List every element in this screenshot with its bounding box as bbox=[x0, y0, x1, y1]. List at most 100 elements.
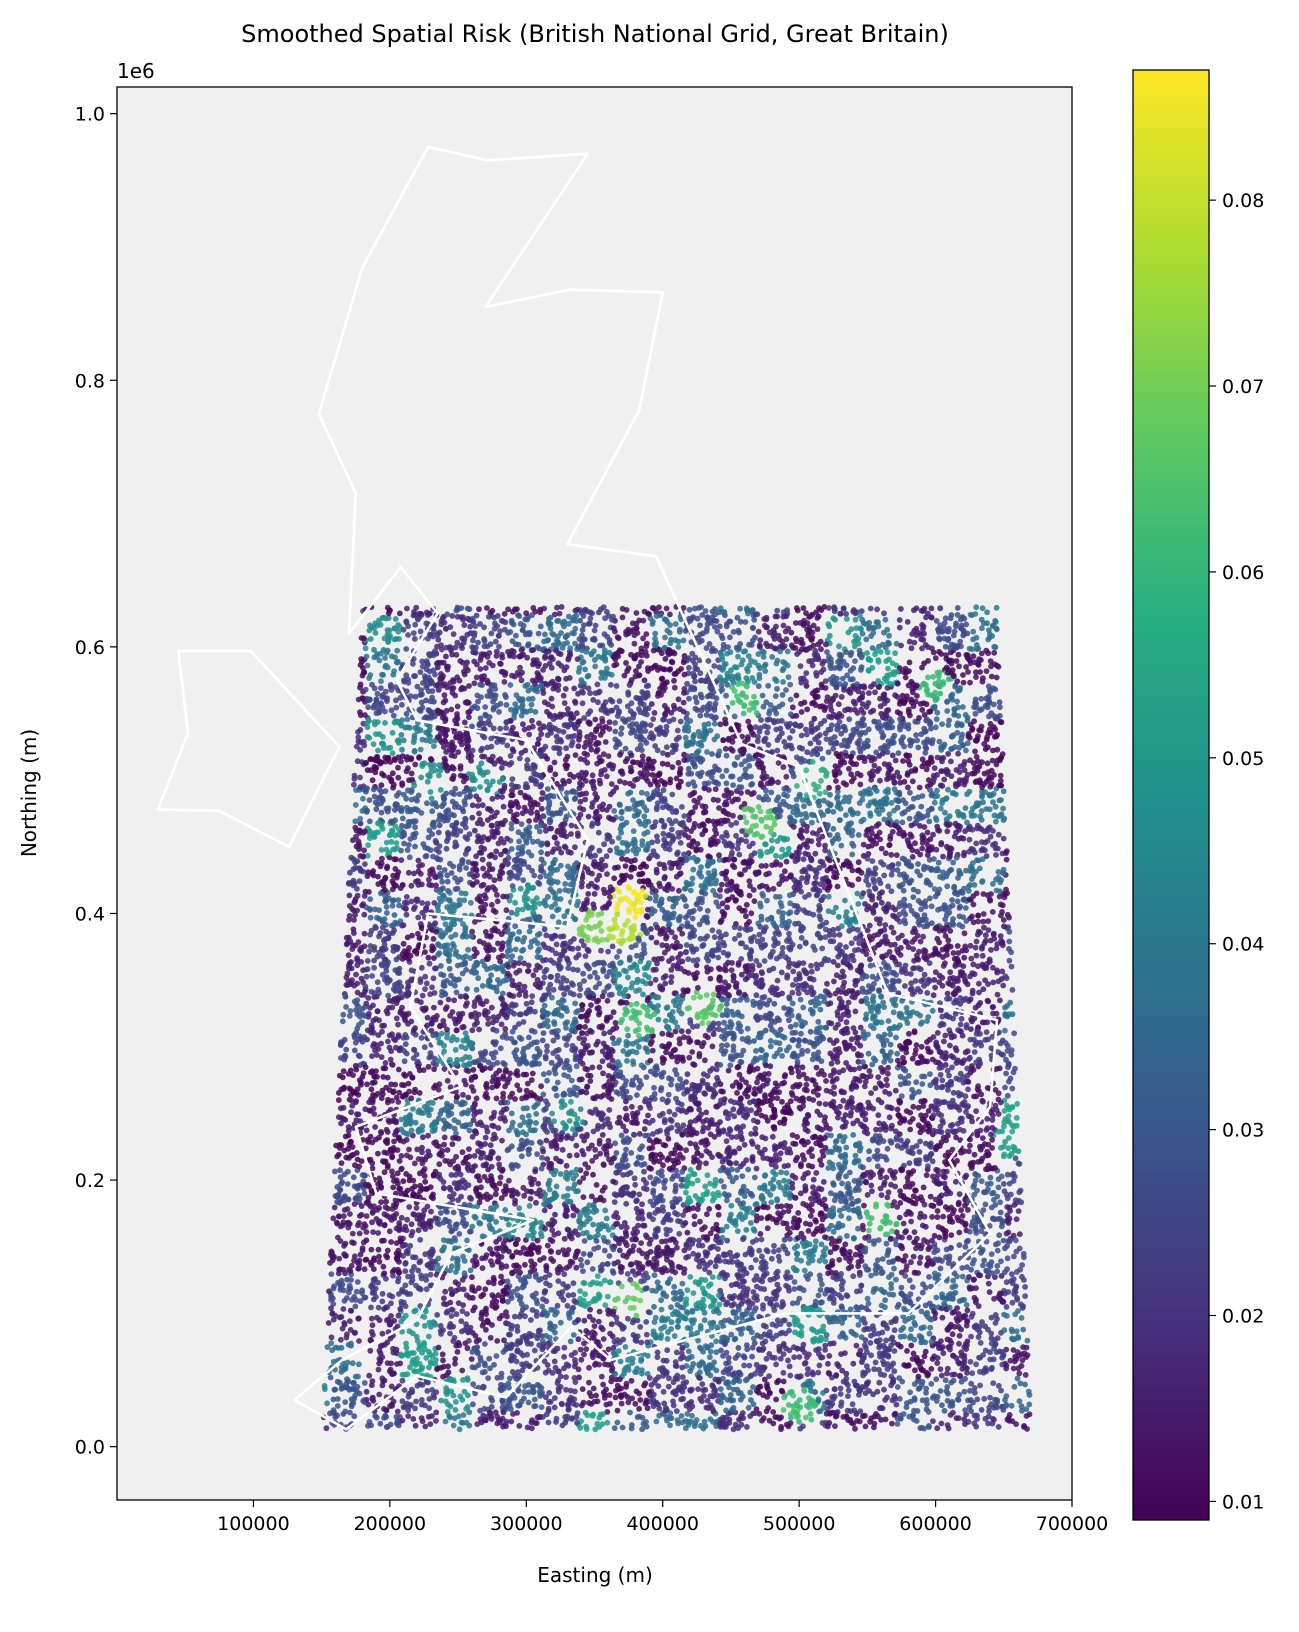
risk-point bbox=[770, 885, 777, 892]
risk-point bbox=[662, 1177, 669, 1184]
risk-point bbox=[741, 1278, 747, 1285]
risk-point bbox=[990, 1380, 997, 1387]
risk-point bbox=[417, 628, 424, 635]
risk-point bbox=[597, 1150, 603, 1157]
risk-point bbox=[516, 838, 522, 845]
risk-point bbox=[610, 625, 617, 632]
risk-point bbox=[890, 929, 897, 936]
risk-point bbox=[755, 683, 762, 690]
risk-point bbox=[955, 950, 962, 956]
risk-point bbox=[876, 1379, 883, 1386]
risk-point bbox=[942, 916, 949, 923]
risk-point bbox=[430, 975, 437, 982]
risk-point bbox=[973, 952, 980, 959]
risk-point bbox=[945, 786, 951, 793]
risk-point bbox=[658, 1297, 664, 1304]
risk-point bbox=[888, 924, 895, 931]
risk-point bbox=[746, 1362, 753, 1369]
risk-point bbox=[738, 971, 745, 978]
risk-point bbox=[423, 980, 430, 987]
risk-point bbox=[612, 1140, 618, 1147]
risk-point bbox=[379, 1330, 386, 1337]
risk-point bbox=[970, 628, 977, 635]
risk-point bbox=[351, 1253, 358, 1260]
risk-point bbox=[568, 1135, 575, 1142]
risk-point bbox=[905, 784, 911, 791]
risk-point bbox=[1006, 957, 1013, 964]
risk-point bbox=[818, 646, 824, 653]
risk-point bbox=[682, 734, 689, 741]
risk-point bbox=[739, 1173, 746, 1179]
risk-point bbox=[707, 975, 714, 982]
risk-point bbox=[488, 1004, 495, 1011]
risk-point bbox=[843, 1144, 850, 1151]
risk-point bbox=[841, 979, 848, 986]
risk-point bbox=[993, 626, 1000, 633]
risk-point bbox=[677, 718, 684, 725]
risk-point bbox=[668, 1326, 674, 1332]
risk-point bbox=[995, 1382, 1002, 1389]
risk-point bbox=[462, 1030, 469, 1036]
risk-point bbox=[826, 784, 832, 791]
risk-point bbox=[807, 999, 814, 1006]
risk-point bbox=[675, 696, 682, 703]
risk-point bbox=[807, 1213, 814, 1219]
risk-point bbox=[473, 986, 480, 993]
risk-point bbox=[493, 648, 500, 655]
risk-point bbox=[533, 1120, 539, 1126]
risk-point bbox=[622, 863, 629, 869]
risk-point bbox=[580, 1268, 586, 1274]
risk-point bbox=[567, 1338, 574, 1345]
risk-point bbox=[872, 689, 878, 696]
risk-point bbox=[872, 1085, 879, 1092]
risk-point bbox=[654, 1349, 661, 1356]
risk-point bbox=[622, 1344, 629, 1350]
risk-point bbox=[786, 930, 792, 937]
risk-point bbox=[715, 954, 722, 961]
risk-point bbox=[673, 1349, 680, 1356]
risk-point bbox=[892, 757, 899, 764]
risk-point bbox=[894, 1421, 901, 1427]
risk-point bbox=[452, 1407, 459, 1413]
risk-point bbox=[896, 624, 903, 631]
risk-point bbox=[512, 701, 519, 707]
risk-point bbox=[630, 1061, 637, 1067]
risk-point bbox=[635, 1154, 642, 1161]
risk-point bbox=[484, 693, 491, 699]
risk-point bbox=[350, 1174, 357, 1181]
risk-point bbox=[543, 902, 549, 909]
risk-point bbox=[930, 673, 936, 680]
risk-point bbox=[376, 1391, 383, 1398]
risk-point bbox=[894, 693, 901, 700]
risk-point bbox=[996, 699, 1003, 706]
risk-point bbox=[844, 1407, 851, 1414]
risk-point bbox=[939, 1117, 946, 1124]
risk-point bbox=[533, 895, 540, 902]
risk-point bbox=[716, 805, 722, 811]
risk-point bbox=[370, 1296, 377, 1303]
risk-point bbox=[435, 636, 442, 643]
risk-point bbox=[511, 1313, 518, 1320]
risk-point bbox=[411, 1160, 418, 1167]
risk-point bbox=[917, 1254, 924, 1261]
risk-point bbox=[618, 808, 625, 815]
risk-point bbox=[993, 733, 1000, 740]
risk-point bbox=[773, 1322, 780, 1329]
risk-point bbox=[563, 1374, 569, 1380]
risk-point bbox=[817, 916, 824, 923]
risk-point bbox=[959, 1273, 966, 1280]
risk-point bbox=[546, 1070, 552, 1076]
risk-point bbox=[386, 627, 393, 634]
risk-point bbox=[783, 1170, 790, 1176]
risk-point bbox=[781, 1079, 788, 1086]
risk-point bbox=[434, 1312, 441, 1318]
risk-point bbox=[884, 1145, 891, 1152]
risk-point bbox=[909, 854, 916, 860]
risk-point bbox=[514, 1328, 521, 1334]
risk-point bbox=[930, 649, 937, 656]
risk-point bbox=[692, 694, 699, 701]
risk-point bbox=[379, 1290, 386, 1297]
risk-point bbox=[836, 931, 843, 938]
risk-point bbox=[461, 622, 468, 628]
risk-point bbox=[822, 1258, 829, 1265]
